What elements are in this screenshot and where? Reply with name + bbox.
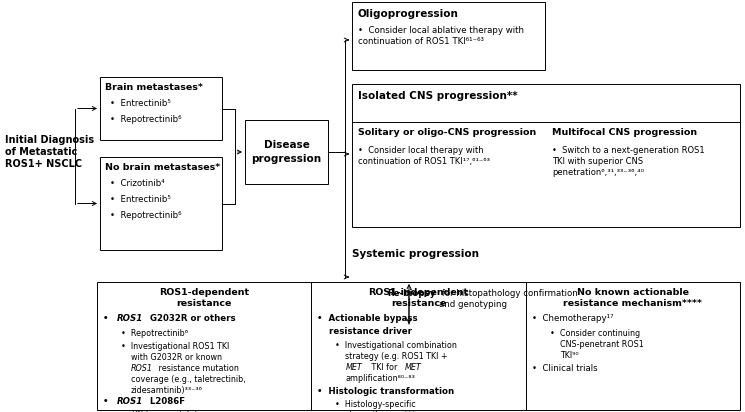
Text: Oligoprogression: Oligoprogression [358,9,459,19]
Text: Initial Diagnosis
of Metastatic
ROS1+ NSCLC: Initial Diagnosis of Metastatic ROS1+ NS… [5,135,94,169]
Text: ROS1: ROS1 [131,364,153,373]
Text: No brain metastases*: No brain metastases* [105,163,221,172]
Text: •  Entrectinib⁵: • Entrectinib⁵ [110,99,171,108]
Text: Systemic progression: Systemic progression [352,249,479,259]
Text: Solitary or oligo-CNS progression: Solitary or oligo-CNS progression [358,128,536,137]
Text: •  Consider continuing: • Consider continuing [550,329,640,338]
Text: •  Entrectinib⁵: • Entrectinib⁵ [110,195,171,204]
Text: CNS-penetrant ROS1: CNS-penetrant ROS1 [559,340,644,349]
Text: TKI⁹⁰: TKI⁹⁰ [559,351,578,360]
Text: TKI for: TKI for [370,363,400,372]
Text: •  Switch to a next-generation ROS1
TKI with superior CNS
penetration⁶,³¹,³³⁻³⁶,: • Switch to a next-generation ROS1 TKI w… [552,146,705,177]
Bar [100,157,222,250]
Text: for histopathology confirmation
and genotyping: for histopathology confirmation and geno… [439,289,578,309]
Text: Brain metastases*: Brain metastases* [105,83,203,92]
Text: •  Investigational combination: • Investigational combination [335,341,457,350]
Bar [352,2,545,70]
Text: Multifocal CNS progression: Multifocal CNS progression [552,128,697,137]
Bar [352,84,740,227]
Text: G2032R or others: G2032R or others [147,314,235,323]
Text: Re-biopsy: Re-biopsy [387,289,435,298]
Text: with G2032R or known: with G2032R or known [131,353,222,362]
Text: •  Repotrectinib⁶: • Repotrectinib⁶ [110,211,182,220]
Text: •  Repotrectinib⁶: • Repotrectinib⁶ [110,115,182,124]
Text: •  Crizotinib⁴: • Crizotinib⁴ [110,179,165,188]
Bar [100,77,222,140]
Text: •  Clinical trials: • Clinical trials [532,364,597,373]
Text: •: • [103,314,115,323]
Text: •  Consider local ablative therapy with
continuation of ROS1 TKI⁶¹⁻⁶³: • Consider local ablative therapy with c… [358,26,524,46]
Text: ROS1: ROS1 [117,314,143,323]
Text: •  TKI-type switch (e.g.: • TKI-type switch (e.g. [121,410,212,412]
Text: No known actionable
resistance mechanism****: No known actionable resistance mechanism… [563,288,703,308]
Text: •  Chemotherapy¹⁷: • Chemotherapy¹⁷ [532,314,613,323]
Text: •: • [103,397,115,406]
Text: chemotherapy***¹⁷,⁸⁸: chemotherapy***¹⁷,⁸⁸ [346,411,431,412]
Text: strategy (e.g. ROS1 TKI +: strategy (e.g. ROS1 TKI + [346,352,448,361]
Text: amplification⁸⁰⁻⁸³: amplification⁸⁰⁻⁸³ [346,374,415,383]
Text: ROS1-dependent
resistance: ROS1-dependent resistance [159,288,250,308]
Text: MET: MET [346,363,362,372]
Text: •  Consider local therapy with
continuation of ROS1 TKI¹⁷,⁶¹⁻⁶³: • Consider local therapy with continuati… [358,146,490,166]
Text: •  Actionable bypass: • Actionable bypass [317,314,418,323]
Text: •  Histology-specific: • Histology-specific [335,400,416,409]
Bar [97,282,740,410]
Text: Disease
progression: Disease progression [251,140,322,164]
Text: coverage (e.g., taletrectinib,: coverage (e.g., taletrectinib, [131,375,246,384]
Text: MET: MET [405,363,421,372]
Text: •  Repotrectinib⁶: • Repotrectinib⁶ [121,329,188,338]
Text: •  Histologic transformation: • Histologic transformation [317,387,454,396]
Text: •  Investigational ROS1 TKI: • Investigational ROS1 TKI [121,342,229,351]
Text: ROS1: ROS1 [117,397,143,406]
Bar [245,120,328,184]
Text: Isolated CNS progression**: Isolated CNS progression** [358,91,518,101]
Text: resistance driver: resistance driver [317,327,412,336]
Text: zidesamtinib)³³⁻³⁶: zidesamtinib)³³⁻³⁶ [131,386,203,395]
Text: resistance mutation: resistance mutation [156,364,239,373]
Text: L2086F: L2086F [147,397,185,406]
Text: ROS1-independent
resistance: ROS1-independent resistance [369,288,469,308]
